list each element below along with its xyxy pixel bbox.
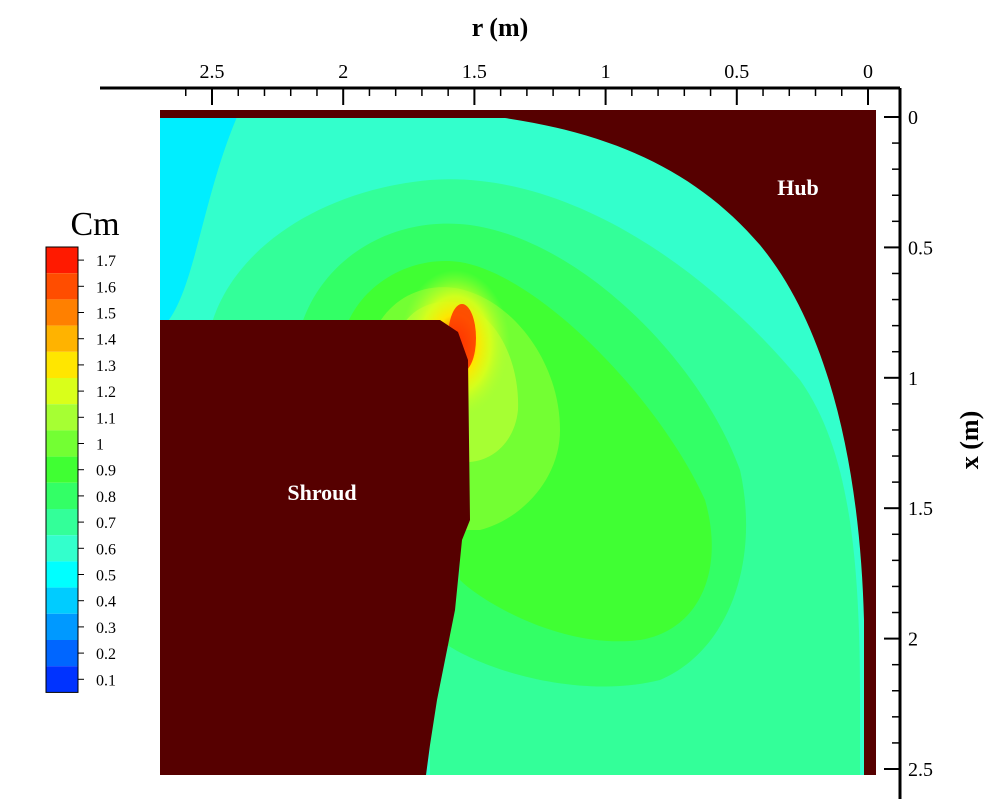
legend-label: 1 [96, 437, 104, 454]
legend-swatch [46, 404, 78, 431]
legend-label: 1.7 [96, 253, 116, 270]
legend-label: 0.5 [96, 568, 116, 585]
legend-swatch [46, 666, 78, 693]
color-legend: 1.7 1.6 1.5 1.4 1.3 1.2 1.1 1 0.9 0.8 0.7 0.6 0.5 0.4… [45, 246, 116, 693]
legend-swatch [46, 456, 78, 483]
x-tick-label: 1.5 [908, 498, 933, 520]
x-tick-label: 0 [908, 107, 918, 129]
r-tick-label: 2 [338, 61, 348, 83]
legend-swatch [46, 561, 78, 588]
x-tick-label: 2 [908, 629, 918, 651]
hub-region [160, 110, 876, 775]
legend-swatch [46, 509, 78, 536]
legend-title: Cm [70, 206, 119, 243]
r-axis-ticks: 2.5 2 1.5 1 0.5 0 [185, 61, 873, 105]
legend-label: 1.4 [96, 332, 116, 349]
legend-swatch [46, 587, 78, 614]
legend-label: 0.6 [96, 541, 116, 558]
x-tick-label: 0.5 [908, 237, 933, 259]
legend-swatch [46, 535, 78, 562]
r-tick-label: 1 [601, 61, 611, 83]
r-tick-label: 0.5 [724, 61, 749, 83]
legend-label: 0.7 [96, 515, 116, 532]
x-axis-title: x (m) [955, 411, 984, 469]
r-tick-label: 2.5 [200, 61, 225, 83]
legend-swatch [46, 351, 78, 378]
legend-swatch [46, 325, 78, 352]
x-tick-label: 2.5 [908, 759, 933, 781]
shroud-label: Shroud [287, 480, 356, 505]
legend-swatch [46, 482, 78, 509]
x-tick-label: 1 [908, 368, 918, 390]
hub-label: Hub [777, 175, 819, 200]
legend-swatch [46, 613, 78, 640]
legend-swatch [46, 640, 78, 667]
legend-swatch [46, 273, 78, 300]
shroud-region [160, 320, 470, 775]
legend-label: 0.1 [96, 672, 116, 689]
legend-swatch [46, 247, 78, 274]
x-axis-ticks: 0 0.5 1 1.5 2 2.5 [884, 107, 933, 781]
legend-swatch [46, 378, 78, 405]
legend-label: 1.5 [96, 306, 116, 323]
legend-label: 0.8 [96, 489, 116, 506]
legend-label: 1.6 [96, 279, 116, 296]
r-tick-label: 0 [863, 61, 873, 83]
legend-swatch [46, 430, 78, 457]
legend-swatch [46, 299, 78, 326]
legend-label: 1.3 [96, 358, 116, 375]
legend-frame [45, 246, 79, 693]
legend-label: 1.1 [96, 410, 116, 427]
legend-label: 0.3 [96, 620, 116, 637]
legend-label: 0.9 [96, 463, 116, 480]
r-axis-title: r (m) [472, 13, 529, 42]
legend-label: 0.4 [96, 594, 116, 611]
legend-label: 1.2 [96, 384, 116, 401]
legend-label: 0.2 [96, 646, 116, 663]
r-tick-label: 1.5 [462, 61, 487, 83]
